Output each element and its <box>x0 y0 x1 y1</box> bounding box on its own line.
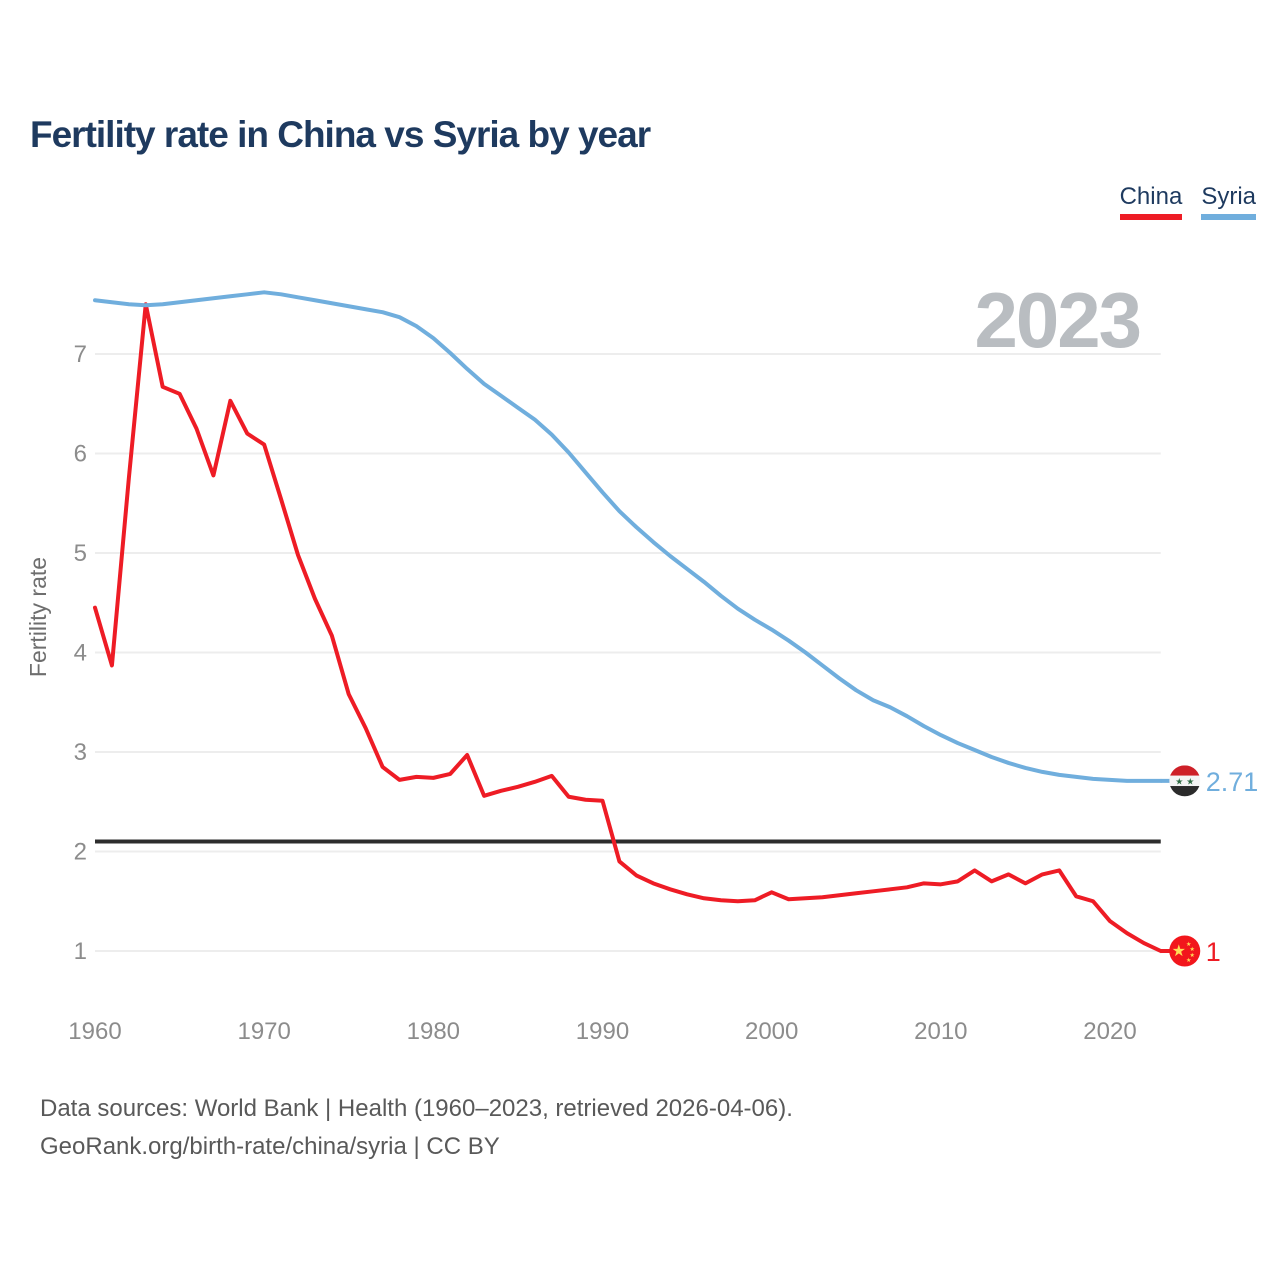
svg-text:★: ★ <box>1186 957 1191 964</box>
footer-source-line: Data sources: World Bank | Health (1960–… <box>40 1095 793 1122</box>
footer: Data sources: World Bank | Health (1960–… <box>40 1090 793 1167</box>
y-tick-label-2: 2 <box>74 839 87 866</box>
x-tick-label-1980: 1980 <box>407 1018 460 1045</box>
footer-attribution-line: GeoRank.org/birth-rate/china/syria | CC … <box>40 1133 500 1161</box>
svg-text:★: ★ <box>1190 952 1195 959</box>
legend-item-syria[interactable]: Syria <box>1201 183 1256 221</box>
series-line-syria <box>93 290 1163 783</box>
y-tick-label-7: 7 <box>74 341 87 368</box>
x-tick-label-2000: 2000 <box>745 1018 798 1045</box>
svg-text:★: ★ <box>1172 943 1186 960</box>
y-axis-title: Fertility rate <box>25 557 51 677</box>
x-tick-label-1970: 1970 <box>237 1018 290 1045</box>
legend-item-china[interactable]: China <box>1119 183 1183 221</box>
page-title: Fertility rate in China vs Syria by year <box>30 114 651 155</box>
watermark-year: 2023 <box>974 276 1140 364</box>
legend: China Syria <box>1119 183 1256 221</box>
svg-text:★: ★ <box>1186 776 1194 786</box>
y-tick-label-3: 3 <box>74 739 87 766</box>
x-tick-label-2020: 2020 <box>1083 1018 1136 1045</box>
x-tick-label-2010: 2010 <box>914 1018 967 1045</box>
y-tick-label-4: 4 <box>74 640 87 667</box>
china-flag-icon: ★ ★★★★ <box>1169 935 1201 967</box>
y-tick-label-6: 6 <box>74 441 87 468</box>
svg-text:★: ★ <box>1175 776 1183 786</box>
svg-text:★: ★ <box>1186 941 1191 948</box>
y-tick-label-1: 1 <box>74 938 87 965</box>
series-line-china <box>93 302 1163 953</box>
syria-flag-icon: ★ ★ <box>1169 765 1201 797</box>
x-tick-label-1960: 1960 <box>68 1018 121 1045</box>
end-value-label-syria: 2.71 <box>1206 767 1259 797</box>
x-tick-label-1990: 1990 <box>576 1018 629 1045</box>
end-value-label-china: 1 <box>1206 937 1221 967</box>
y-tick-label-5: 5 <box>74 540 87 567</box>
svg-text:★: ★ <box>1190 946 1195 953</box>
